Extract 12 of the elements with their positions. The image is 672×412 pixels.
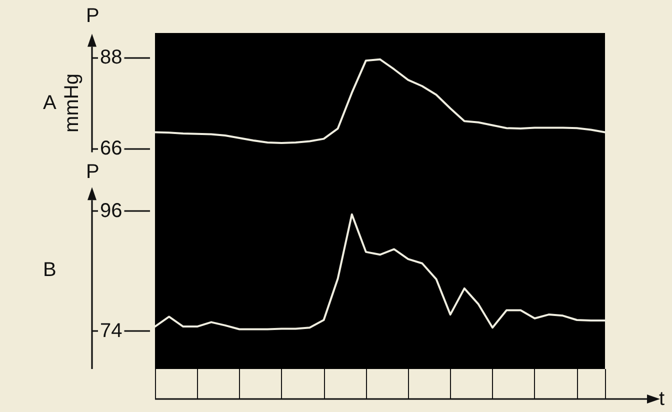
x-axis-title: t (659, 388, 665, 410)
y-tick-label: 66 (100, 137, 122, 160)
y-tick-label: 96 (100, 200, 122, 222)
text: B (43, 259, 56, 281)
text: P (86, 161, 100, 183)
y-tick-label: 74 (100, 320, 122, 342)
line-series (154, 213, 606, 330)
y-axis-title: mmHg (61, 74, 83, 132)
text: A (43, 92, 57, 114)
text: P (86, 5, 100, 27)
y-tick-label: 88 (100, 46, 122, 69)
line-series (154, 58, 606, 144)
